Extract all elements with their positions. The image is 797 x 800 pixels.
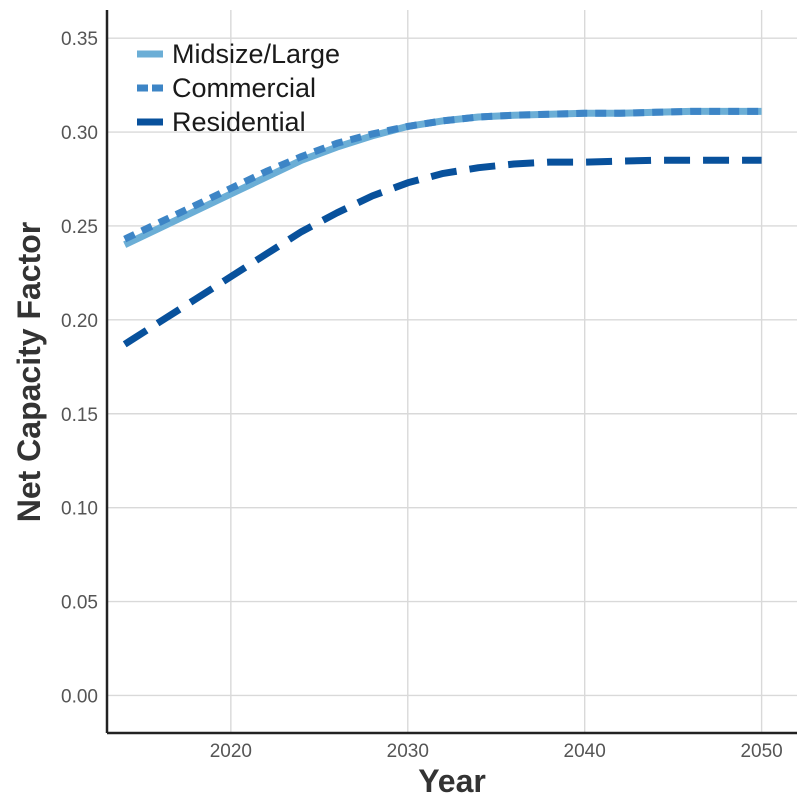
y-tick-label: 0.20 <box>61 311 98 332</box>
x-tick-label: 2040 <box>564 741 606 762</box>
x-tick-label: 2050 <box>740 741 782 762</box>
legend-label: Midsize/Large <box>172 39 340 69</box>
tick-labels: 2020 2030 2040 2050 0.00 0.05 0.10 0.15 0.20 0.25… <box>61 29 783 762</box>
y-tick-label: 0.10 <box>61 499 98 520</box>
legend: Midsize/Large Commercial Residential <box>137 39 340 137</box>
series-line-commercial <box>123 107 762 243</box>
series-line-residential <box>122 156 762 348</box>
legend-label: Commercial <box>172 73 316 103</box>
axes <box>105 10 797 735</box>
series-lines <box>122 107 762 348</box>
y-tick-label: 0.35 <box>61 29 98 50</box>
y-tick-label: 0.00 <box>61 686 98 707</box>
x-axis-title: Year <box>418 763 486 799</box>
x-tick-label: 2030 <box>387 741 429 762</box>
y-tick-label: 0.30 <box>61 123 98 144</box>
x-tick-label: 2020 <box>210 741 252 762</box>
grid-lines <box>107 10 797 733</box>
y-tick-label: 0.25 <box>61 217 98 238</box>
y-axis-title: Net Capacity Factor <box>11 222 47 523</box>
legend-label: Residential <box>172 107 306 137</box>
y-tick-label: 0.05 <box>61 593 98 614</box>
y-tick-label: 0.15 <box>61 405 98 426</box>
